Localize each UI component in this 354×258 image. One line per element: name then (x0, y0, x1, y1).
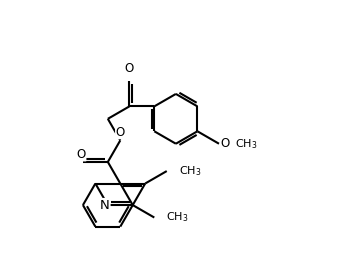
Text: O: O (125, 62, 134, 75)
Text: CH$_3$: CH$_3$ (166, 211, 189, 224)
Text: N: N (100, 199, 110, 212)
Text: O: O (76, 148, 86, 161)
Text: CH$_3$: CH$_3$ (235, 137, 257, 151)
Text: O: O (221, 137, 230, 150)
Text: O: O (116, 126, 125, 139)
Text: CH$_3$: CH$_3$ (179, 164, 201, 178)
